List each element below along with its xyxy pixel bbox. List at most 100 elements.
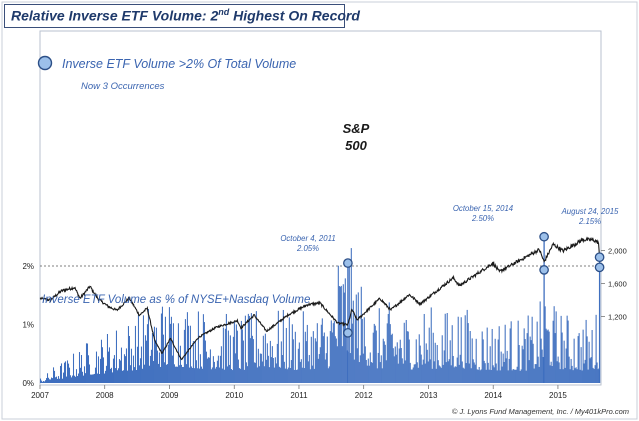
volume-bar	[522, 349, 524, 383]
volume-bar	[174, 366, 176, 383]
volume-bar	[98, 374, 101, 383]
volume-bar	[485, 369, 487, 383]
volume-bar	[218, 367, 220, 383]
volume-bar	[492, 365, 494, 383]
volume-bar	[300, 359, 302, 383]
volume-bar	[580, 347, 582, 383]
volume-bar	[563, 340, 565, 383]
volume-bar	[146, 324, 148, 383]
volume-bar	[581, 370, 583, 383]
volume-bar	[476, 369, 478, 383]
volume-bar	[99, 358, 102, 383]
volume-bar	[162, 334, 164, 383]
volume-bar	[515, 369, 517, 383]
volume-bar	[76, 376, 79, 383]
volume-bar	[176, 366, 178, 383]
volume-bar	[575, 367, 577, 383]
volume-bar	[541, 349, 543, 383]
volume-bar	[499, 370, 501, 383]
volume-bar	[136, 346, 138, 383]
volume-bar	[558, 362, 560, 383]
volume-bar	[213, 361, 215, 383]
volume-bar	[363, 317, 365, 383]
volume-bar	[468, 363, 470, 383]
volume-bar	[479, 370, 481, 383]
volume-series-label: Inverse ETF Volume as % of NYSE+Nasdaq V…	[42, 294, 310, 306]
volume-bar	[533, 368, 535, 383]
volume-bar	[249, 338, 251, 383]
volume-bar	[151, 332, 153, 383]
volume-bar	[160, 313, 162, 383]
volume-bar	[116, 370, 118, 383]
volume-bar	[393, 356, 395, 383]
volume-bar	[171, 355, 173, 383]
volume-bar	[377, 352, 379, 383]
volume-bar	[446, 313, 448, 383]
volume-bar	[449, 340, 451, 383]
volume-bar	[204, 340, 206, 383]
volume-bar	[152, 361, 154, 383]
volume-bar	[433, 361, 435, 383]
volume-bar	[107, 351, 109, 383]
volume-bar	[295, 370, 297, 383]
volume-bar	[186, 312, 188, 383]
volume-bar	[436, 345, 438, 383]
volume-bar	[384, 344, 386, 383]
volume-bar	[379, 362, 381, 383]
volume-bar	[376, 368, 378, 383]
volume-bar	[390, 334, 392, 383]
volume-bar	[290, 360, 292, 383]
volume-bar	[104, 370, 106, 383]
volume-bar	[534, 364, 536, 383]
volume-bar	[142, 315, 144, 383]
chart-title: Relative Inverse ETF Volume: 2nd Highest…	[11, 7, 360, 24]
volume-bar	[388, 302, 390, 383]
volume-bar	[327, 368, 329, 383]
volume-bar	[405, 319, 407, 383]
volume-bar	[401, 358, 403, 383]
volume-bar	[117, 368, 119, 383]
volume-bar	[108, 347, 110, 383]
volume-bar	[369, 352, 371, 383]
volume-bar	[46, 378, 48, 383]
volume-bar	[408, 339, 410, 383]
volume-bar	[340, 285, 342, 383]
volume-bar	[527, 315, 529, 383]
volume-bar	[480, 369, 482, 383]
volume-bar	[416, 362, 418, 383]
volume-bar	[219, 355, 221, 383]
sp500-line	[39, 236, 601, 361]
volume-bar	[528, 360, 530, 383]
volume-bar	[270, 357, 272, 383]
volume-bar	[131, 370, 133, 383]
volume-bar	[529, 336, 531, 383]
volume-bar	[281, 355, 283, 383]
volume-bar	[75, 369, 78, 383]
volume-bar	[334, 336, 336, 383]
volume-bar	[361, 318, 363, 383]
volume-bar	[248, 315, 250, 383]
volume-bar	[412, 367, 414, 383]
volume-bar	[532, 343, 534, 383]
volume-bar	[240, 320, 242, 383]
volume-bar	[167, 344, 169, 383]
volume-bar	[511, 370, 513, 383]
volume-bar	[503, 361, 505, 383]
volume-bar	[314, 338, 316, 383]
volume-bar	[208, 357, 210, 383]
volume-bar	[44, 381, 46, 383]
volume-bar	[78, 352, 81, 383]
volume-bar	[548, 331, 550, 383]
volume-bar	[477, 369, 479, 383]
volume-bar	[129, 365, 131, 383]
volume-bar	[423, 313, 425, 383]
volume-bar	[215, 366, 217, 383]
volume-bar	[192, 341, 194, 383]
volume-bar	[333, 321, 335, 383]
volume-bar	[551, 366, 553, 383]
volume-bar	[84, 373, 87, 383]
volume-bar	[442, 364, 444, 383]
volume-bar	[52, 367, 55, 383]
